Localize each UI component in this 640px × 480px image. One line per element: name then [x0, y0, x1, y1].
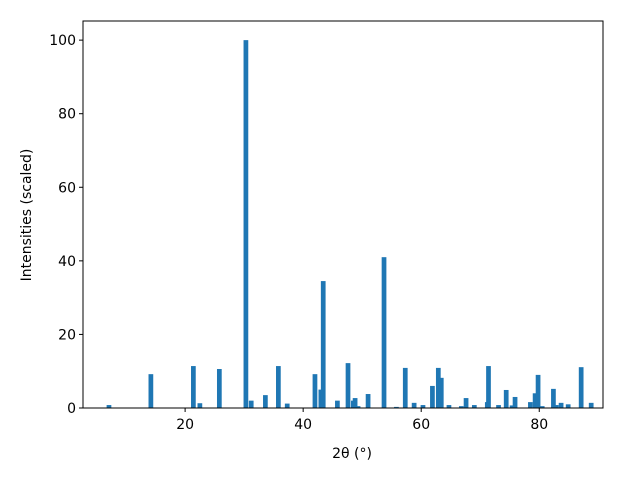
- y-tick-label: 80: [58, 107, 76, 123]
- bar: [446, 405, 452, 408]
- x-tick-label: 20: [176, 417, 194, 433]
- bar: [539, 406, 545, 408]
- bar: [365, 394, 371, 408]
- bar: [512, 396, 518, 408]
- bar: [191, 366, 196, 408]
- bar: [486, 366, 491, 408]
- bar: [471, 405, 477, 408]
- y-tick-label: 40: [58, 254, 76, 270]
- bar: [458, 406, 464, 408]
- bar: [197, 403, 203, 408]
- y-tick-label: 20: [58, 327, 76, 343]
- bar: [558, 402, 564, 408]
- x-tick-label: 60: [412, 417, 430, 433]
- bar: [106, 405, 112, 408]
- bar: [276, 366, 281, 408]
- bar: [335, 400, 340, 408]
- bar: [355, 406, 361, 408]
- bar: [438, 377, 444, 408]
- bar: [528, 402, 533, 408]
- bar: [411, 402, 417, 408]
- bar: [381, 257, 387, 408]
- y-tick-label: 0: [67, 401, 76, 417]
- bar: [394, 406, 399, 408]
- bar: [148, 374, 154, 408]
- bar: [532, 393, 538, 408]
- bar: [430, 385, 435, 408]
- bar: [345, 363, 351, 408]
- bar: [284, 403, 290, 408]
- bar: [463, 398, 469, 408]
- bar: [503, 389, 509, 408]
- bar: [263, 395, 268, 408]
- bar: [402, 367, 408, 408]
- bar: [554, 405, 559, 408]
- bar: [578, 367, 584, 408]
- plot-frame: [82, 20, 604, 409]
- bar: [420, 405, 426, 408]
- bar: [435, 367, 441, 408]
- x-tick-label: 80: [530, 417, 548, 433]
- bar: [496, 405, 501, 408]
- bar: [243, 40, 249, 409]
- bar: [551, 388, 556, 408]
- y-tick-label: 100: [49, 33, 76, 49]
- bar: [312, 374, 318, 408]
- bar: [318, 389, 324, 408]
- bar: [320, 281, 326, 408]
- bar: [509, 405, 515, 408]
- bar: [565, 404, 571, 408]
- y-tick-label: 60: [58, 180, 76, 196]
- bar: [535, 374, 541, 408]
- y-axis-label: Intensities (scaled): [19, 149, 35, 282]
- x-tick-label: 40: [294, 417, 312, 433]
- bar: [248, 400, 254, 408]
- bar: [352, 398, 358, 408]
- bar: [216, 369, 222, 408]
- bar: [588, 402, 594, 408]
- x-axis-label: 2θ (°): [332, 446, 372, 462]
